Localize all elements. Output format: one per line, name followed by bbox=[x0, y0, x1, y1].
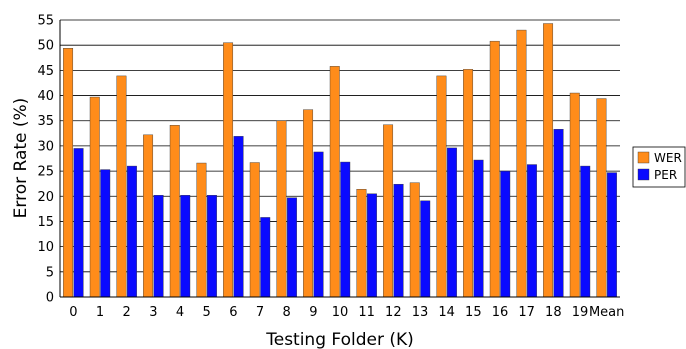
legend-label-per: PER bbox=[654, 168, 677, 182]
x-tick-label: 1 bbox=[96, 305, 104, 320]
axes bbox=[59, 20, 620, 298]
bar-wer bbox=[276, 120, 287, 298]
x-tick-label: 13 bbox=[412, 305, 429, 320]
y-axis-title: Error Rate (%) bbox=[11, 98, 31, 219]
legend-swatch-wer bbox=[637, 151, 650, 164]
x-tick-label: 17 bbox=[518, 305, 535, 320]
bar-wer bbox=[356, 189, 367, 298]
x-tick-label: 10 bbox=[332, 305, 349, 320]
bar-wer bbox=[329, 66, 340, 298]
y-tick-label: 50 bbox=[37, 39, 54, 54]
y-tick-label: 10 bbox=[37, 240, 54, 255]
bar-per bbox=[366, 193, 377, 298]
x-tick-label: 19 bbox=[572, 305, 589, 320]
bar-per bbox=[526, 164, 537, 298]
x-tick-label: 8 bbox=[283, 305, 291, 320]
y-tick-label: 40 bbox=[37, 89, 54, 104]
bar-per bbox=[553, 129, 564, 298]
bar-wer bbox=[63, 48, 74, 298]
bar-wer bbox=[409, 182, 420, 298]
bar-wer bbox=[436, 75, 447, 298]
bar-per bbox=[446, 147, 457, 298]
bar-wer bbox=[383, 124, 394, 298]
x-tick-label: 2 bbox=[123, 305, 131, 320]
bar-per bbox=[473, 159, 484, 298]
bar-per bbox=[260, 217, 271, 298]
bar-per bbox=[313, 151, 324, 298]
bar-per bbox=[100, 169, 111, 298]
bar-per bbox=[153, 195, 164, 298]
bar-wer bbox=[463, 69, 474, 298]
bar-wer bbox=[596, 98, 607, 298]
bar-per bbox=[500, 170, 511, 298]
x-tick-label: 11 bbox=[358, 305, 375, 320]
bar-per bbox=[180, 195, 191, 298]
x-tick-label: 12 bbox=[385, 305, 402, 320]
x-tick-label: 4 bbox=[176, 305, 184, 320]
y-tick-label: 55 bbox=[37, 14, 54, 29]
x-tick-label: 9 bbox=[309, 305, 317, 320]
bar-wer bbox=[169, 125, 180, 298]
bar-wer bbox=[196, 162, 207, 298]
x-tick-label: 5 bbox=[203, 305, 211, 320]
bar-wer bbox=[143, 134, 154, 298]
y-tick-label: 0 bbox=[46, 291, 54, 306]
y-tick-labels: 0 5 10 15 20 25 30 35 40 45 50 55 bbox=[37, 14, 54, 306]
x-tick-label: 0 bbox=[69, 305, 77, 320]
legend-box bbox=[632, 146, 686, 188]
x-tick-label: 18 bbox=[545, 305, 562, 320]
y-tick-label: 45 bbox=[37, 64, 54, 79]
bar-wer bbox=[303, 109, 314, 298]
bar-per bbox=[206, 195, 217, 298]
bar-per bbox=[340, 161, 351, 298]
x-axis-title: Testing Folder (K) bbox=[265, 330, 414, 349]
legend-swatch-per bbox=[637, 168, 650, 181]
bars bbox=[63, 23, 617, 298]
bar-per bbox=[420, 200, 431, 298]
bar-per bbox=[606, 172, 617, 298]
x-tick-label: 3 bbox=[149, 305, 157, 320]
legend-label-wer: WER bbox=[654, 151, 682, 165]
x-tick-labels: 0 1 2 3 4 5 6 7 8 9 10 11 12 13 14 15 16 17 18 19 Mean bbox=[69, 305, 624, 320]
x-tick-label: 16 bbox=[492, 305, 509, 320]
gridlines bbox=[60, 19, 620, 298]
y-tick-label: 30 bbox=[37, 139, 54, 154]
x-tick-label: 7 bbox=[256, 305, 264, 320]
bar-per bbox=[126, 165, 137, 298]
x-tick-label: 6 bbox=[229, 305, 237, 320]
x-tick-label: 15 bbox=[465, 305, 482, 320]
x-tick-label: 14 bbox=[438, 305, 455, 320]
y-tick-label: 5 bbox=[46, 265, 54, 280]
bar-wer bbox=[223, 42, 234, 298]
y-tick-label: 25 bbox=[37, 165, 54, 180]
bar-wer bbox=[569, 92, 580, 298]
bar-wer bbox=[116, 75, 127, 298]
y-tick-label: 20 bbox=[37, 190, 54, 205]
bar-wer bbox=[543, 23, 554, 298]
legend: WER PER bbox=[632, 146, 686, 188]
bar-wer bbox=[89, 96, 100, 298]
bar-per bbox=[73, 148, 84, 298]
bar-per bbox=[580, 165, 591, 298]
y-tick-label: 35 bbox=[37, 114, 54, 129]
bar-per bbox=[286, 197, 297, 298]
y-tick-label: 15 bbox=[37, 215, 54, 230]
x-tick-label: Mean bbox=[589, 305, 624, 320]
bar-wer bbox=[249, 162, 260, 298]
bar-wer bbox=[516, 29, 527, 298]
bar-per bbox=[233, 136, 244, 298]
bar-per bbox=[393, 183, 404, 298]
bar-wer bbox=[489, 40, 500, 298]
